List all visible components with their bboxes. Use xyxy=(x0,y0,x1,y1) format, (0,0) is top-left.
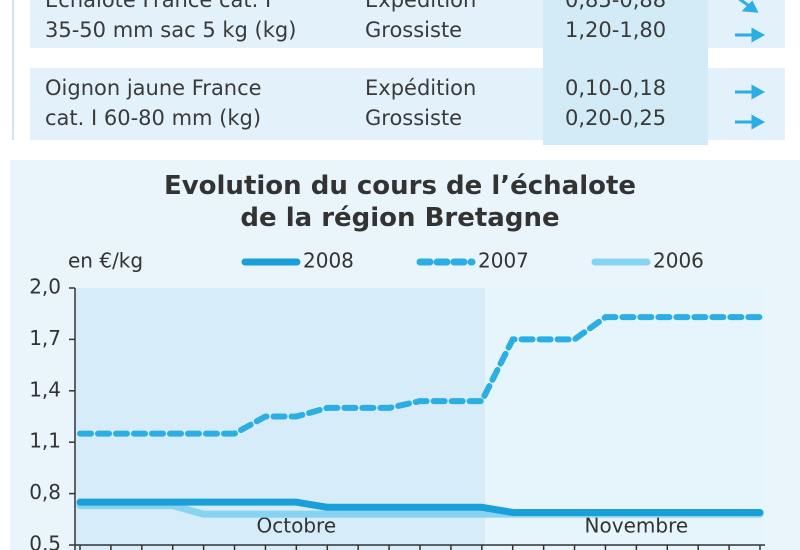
market: Expédition xyxy=(365,76,477,100)
market: Expédition xyxy=(365,0,477,12)
price: 1,20-1,80 xyxy=(565,18,667,42)
y-axis-unit: en €/kg xyxy=(68,249,143,273)
arrow xyxy=(735,0,766,130)
trend-arrows xyxy=(735,0,766,130)
legend-label: 2008 xyxy=(303,249,354,273)
product: Oignon jaune France xyxy=(45,76,262,100)
y-tick-label: 2,0 xyxy=(29,275,61,299)
table-border xyxy=(12,0,14,140)
y-tick-label: 1,7 xyxy=(29,326,61,350)
plot-band xyxy=(485,288,765,550)
series-line xyxy=(76,498,764,516)
price: 0,10-0,18 xyxy=(565,76,667,100)
price-table: Echalote France cat. I 35-50 mm sac 5 kg… xyxy=(0,0,800,145)
price-column xyxy=(543,0,708,145)
y-tick-label: 0,5 xyxy=(29,532,61,550)
product: Echalote France cat. I xyxy=(45,0,272,12)
price: 0,20-0,25 xyxy=(565,106,667,130)
legend-label: 2007 xyxy=(478,249,529,273)
y-tick-label: 0,8 xyxy=(29,480,61,504)
series-line xyxy=(77,314,763,437)
market: Grossiste xyxy=(365,106,463,130)
product: 35-50 mm sac 5 kg (kg) xyxy=(45,18,297,42)
y-tick-label: 1,1 xyxy=(29,429,61,453)
market: Grossiste xyxy=(365,18,463,42)
legend-label: 2006 xyxy=(653,249,704,273)
price: 0,85-0,88 xyxy=(565,0,667,12)
y-tick-label: 1,4 xyxy=(29,377,61,401)
chart-title: Evolution du cours de l’échalote de la r… xyxy=(163,171,637,233)
product: cat. I 60-80 mm (kg) xyxy=(45,106,262,130)
